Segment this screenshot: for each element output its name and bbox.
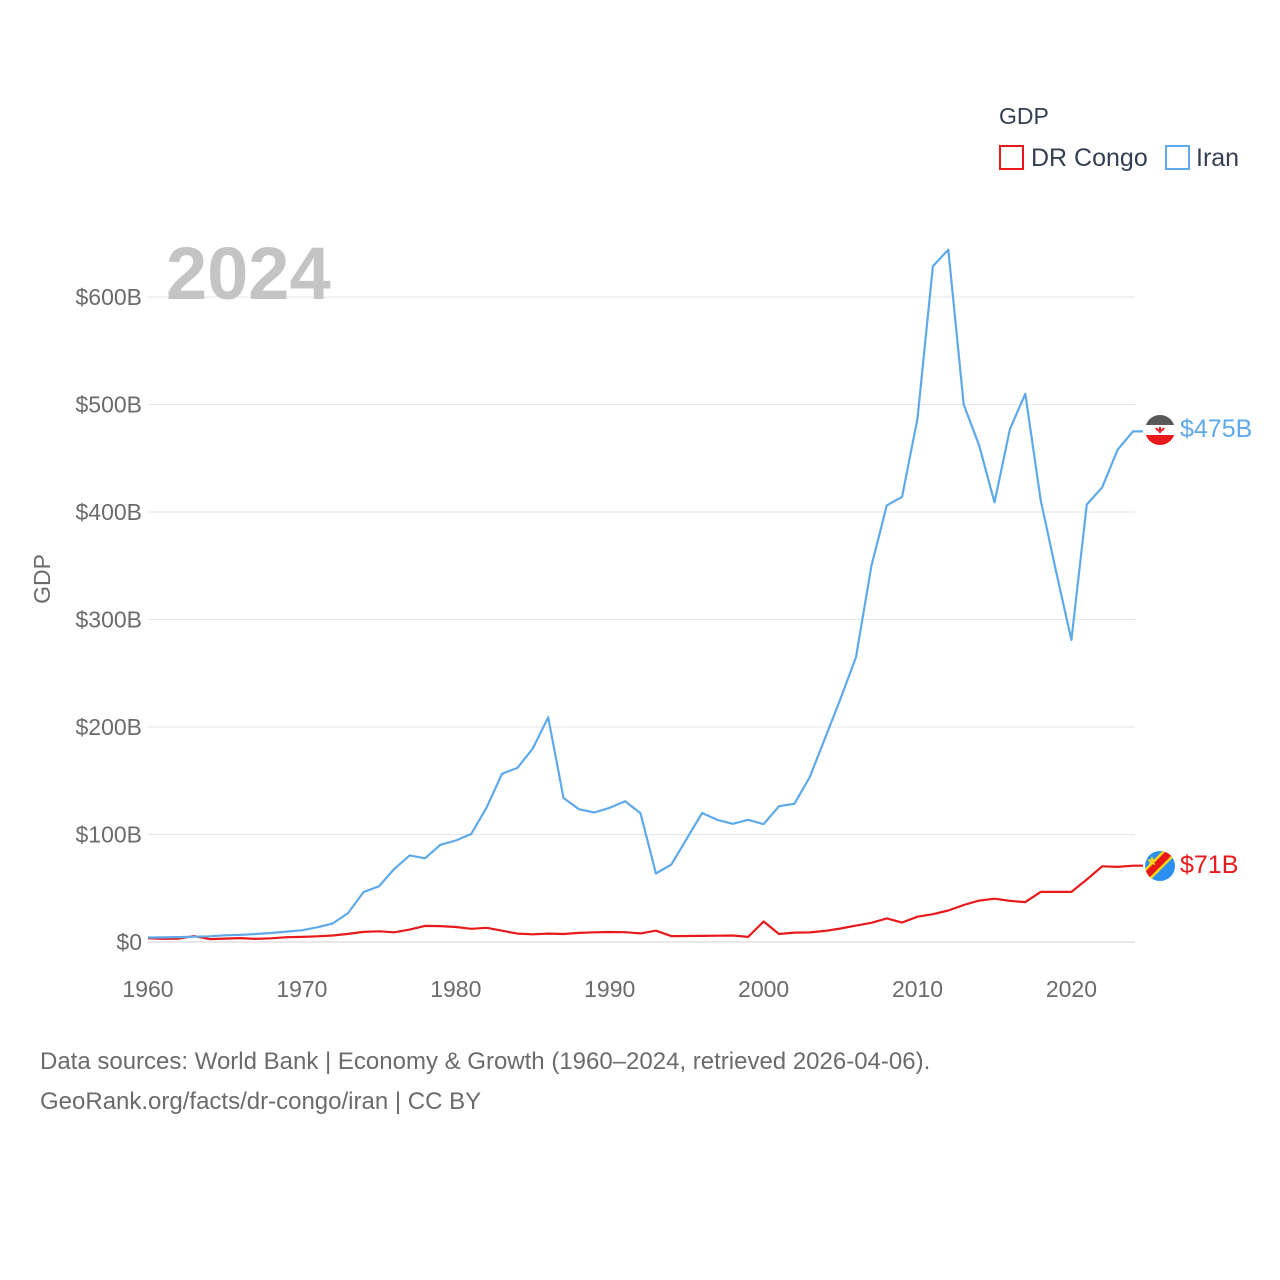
y-tick-label: $0: [116, 929, 142, 955]
x-tick-label: 1990: [584, 976, 635, 1002]
x-axis-ticks: 1960 1970 1980 1990 2000 2010 2020: [122, 976, 1097, 1002]
x-tick-label: 2020: [1046, 976, 1097, 1002]
y-tick-label: $400B: [75, 499, 142, 525]
grid-lines: [148, 296, 1135, 943]
year-watermark: 2024: [166, 232, 331, 315]
legend-label-dr-congo[interactable]: DR Congo: [1031, 144, 1148, 172]
source-line: Data sources: World Bank | Economy & Gro…: [40, 1048, 931, 1075]
y-axis-title: GDP: [29, 554, 55, 604]
y-tick-label: $100B: [75, 822, 142, 848]
x-tick-label: 1960: [122, 976, 173, 1002]
legend: GDP DR Congo Iran: [999, 103, 1239, 172]
legend-label-iran[interactable]: Iran: [1196, 144, 1239, 172]
dr-congo-flag-icon: [1145, 851, 1175, 881]
series-lines: [147, 248, 1143, 941]
iran-flag-icon: [1145, 415, 1175, 445]
legend-title: GDP: [999, 103, 1049, 129]
legend-swatch-iran[interactable]: [1165, 145, 1190, 170]
end-label-iran: $475B: [1180, 415, 1252, 443]
y-tick-label: $200B: [75, 714, 142, 740]
x-tick-label: 1970: [276, 976, 327, 1002]
x-tick-label: 2010: [892, 976, 943, 1002]
x-tick-label: 1980: [430, 976, 481, 1002]
y-tick-label: $300B: [75, 607, 142, 633]
y-axis-ticks: $0 $100B $200B $300B $400B $500B $600B: [75, 284, 142, 955]
y-tick-label: $600B: [75, 284, 142, 310]
legend-swatch-dr-congo[interactable]: [999, 145, 1024, 170]
license-line[interactable]: GeoRank.org/facts/dr-congo/iran | CC BY: [40, 1088, 482, 1115]
end-label-dr-congo: $71B: [1180, 851, 1238, 879]
source-footer: Data sources: World Bank | Economy & Gro…: [40, 1042, 930, 1122]
y-tick-label: $500B: [75, 392, 142, 418]
series-line-dr-congo[interactable]: [147, 864, 1143, 941]
x-tick-label: 2000: [738, 976, 789, 1002]
series-line-iran[interactable]: [147, 248, 1143, 939]
